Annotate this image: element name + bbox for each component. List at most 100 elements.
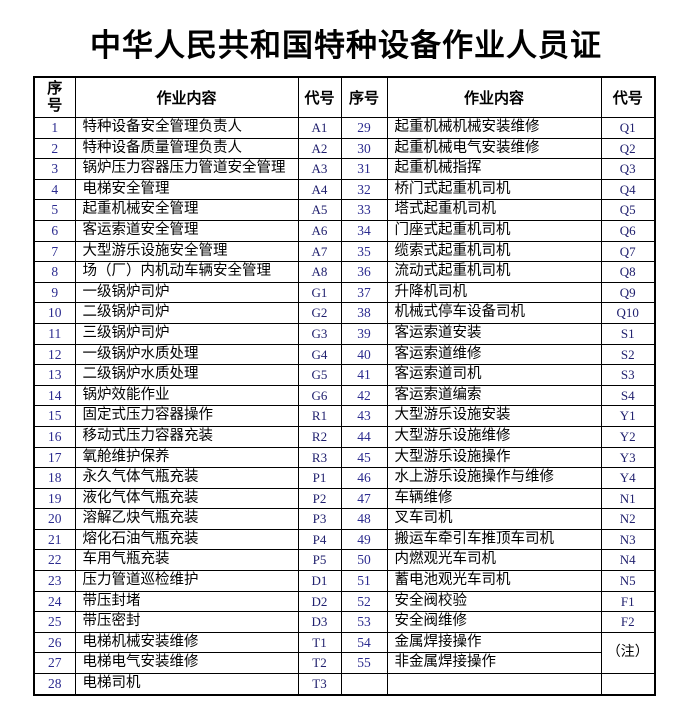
work-content: 非金属焊接操作 bbox=[386, 652, 602, 675]
work-content: 流动式起重机司机 bbox=[386, 261, 602, 283]
work-content: 电梯机械安装维修 bbox=[74, 631, 299, 654]
work-code: T1 bbox=[297, 631, 342, 654]
table-row: 14 锅炉效能作业 G6 42 客运索道编索 S4 bbox=[33, 384, 656, 407]
work-code: N3 bbox=[600, 528, 656, 551]
row-no: 43 bbox=[340, 405, 388, 427]
row-no: 3 bbox=[33, 158, 76, 180]
work-content: 带压封堵 bbox=[74, 590, 299, 613]
table-row: 12 一级锅炉水质处理 G4 40 客运索道维修 S2 bbox=[33, 343, 656, 366]
work-content: 车用气瓶充装 bbox=[74, 549, 299, 572]
row-no: 18 bbox=[33, 467, 76, 489]
row-no: 28 bbox=[33, 673, 76, 696]
row-no: 13 bbox=[33, 364, 76, 386]
work-code: Q2 bbox=[600, 137, 656, 160]
row-no: 54 bbox=[340, 631, 388, 654]
work-code: A5 bbox=[297, 199, 342, 221]
work-code: A1 bbox=[297, 117, 342, 139]
work-code: A3 bbox=[297, 158, 342, 180]
work-code: P4 bbox=[297, 528, 342, 551]
row-no: 2 bbox=[33, 137, 76, 160]
header-content-left: 作业内容 bbox=[74, 76, 299, 118]
work-content: 三级锅炉司炉 bbox=[74, 322, 299, 345]
work-content bbox=[386, 673, 602, 696]
work-content: 锅炉效能作业 bbox=[74, 384, 299, 407]
row-no: 31 bbox=[340, 158, 388, 180]
work-code: Q8 bbox=[600, 261, 656, 283]
work-content: 移动式压力容器充装 bbox=[74, 425, 299, 448]
row-no: 39 bbox=[340, 322, 388, 345]
table-row: 8 场（厂）内机动车辆安全管理 A8 36 流动式起重机司机 Q8 bbox=[33, 261, 656, 283]
row-no: 48 bbox=[340, 508, 388, 530]
table-row: 19 液化气体气瓶充装 P2 47 车辆维修 N1 bbox=[33, 487, 656, 510]
work-content: 安全阀校验 bbox=[386, 590, 602, 613]
row-no: 29 bbox=[340, 117, 388, 139]
work-content: 搬运车牵引车推顶车司机 bbox=[386, 528, 602, 551]
work-content: 缆索式起重机司机 bbox=[386, 240, 602, 263]
work-code: Q5 bbox=[600, 199, 656, 221]
row-no: 30 bbox=[340, 137, 388, 160]
row-no: 21 bbox=[33, 528, 76, 551]
work-content: 永久气体气瓶充装 bbox=[74, 467, 299, 489]
work-code: S1 bbox=[600, 322, 656, 345]
work-code: D3 bbox=[297, 611, 342, 633]
table-row: 18 永久气体气瓶充装 P1 46 水上游乐设施操作与维修 Y4 bbox=[33, 467, 656, 489]
row-no: 25 bbox=[33, 611, 76, 633]
table-row: 26 电梯机械安装维修 T1 54 金属焊接操作 （注） bbox=[33, 631, 656, 675]
table-row: 2 特种设备质量管理负责人 A2 30 起重机械电气安装维修 Q2 bbox=[33, 137, 656, 160]
work-content: 客运索道维修 bbox=[386, 343, 602, 366]
work-content: 压力管道巡检维护 bbox=[74, 570, 299, 592]
header-row: 序号 作业内容 代号 序号 作业内容 代号 bbox=[33, 76, 656, 118]
table-row: 10 二级锅炉司炉 G2 38 机械式停车设备司机 Q10 bbox=[33, 302, 656, 324]
work-code: N4 bbox=[600, 549, 656, 572]
work-content: 客运索道安全管理 bbox=[74, 219, 299, 242]
work-code: A6 bbox=[297, 219, 342, 242]
work-code: P5 bbox=[297, 549, 342, 572]
row-no: 11 bbox=[33, 322, 76, 345]
work-code: Y2 bbox=[600, 425, 656, 448]
row-no: 15 bbox=[33, 405, 76, 427]
work-code: A4 bbox=[297, 178, 342, 201]
row-no: 6 bbox=[33, 219, 76, 242]
work-content: 大型游乐设施安装 bbox=[386, 405, 602, 427]
work-content: 溶解乙炔气瓶充装 bbox=[74, 508, 299, 530]
work-content: 塔式起重机司机 bbox=[386, 199, 602, 221]
work-code: Y1 bbox=[600, 405, 656, 427]
work-content: 二级锅炉水质处理 bbox=[74, 364, 299, 386]
work-content: 带压密封 bbox=[74, 611, 299, 633]
row-no: 8 bbox=[33, 261, 76, 283]
row-no: 52 bbox=[340, 590, 388, 613]
header-no-left-label: 序号 bbox=[47, 80, 63, 114]
work-content: 熔化石油气瓶充装 bbox=[74, 528, 299, 551]
row-no: 33 bbox=[340, 199, 388, 221]
work-content: 门座式起重机司机 bbox=[386, 219, 602, 242]
table-row: 9 一级锅炉司炉 G1 37 升降机司机 Q9 bbox=[33, 281, 656, 304]
work-content: 起重机械电气安装维修 bbox=[386, 137, 602, 160]
row-no: 4 bbox=[33, 178, 76, 201]
work-code: P3 bbox=[297, 508, 342, 530]
row-no: 37 bbox=[340, 281, 388, 304]
work-code: N1 bbox=[600, 487, 656, 510]
work-code: G3 bbox=[297, 322, 342, 345]
table-row: 27 电梯电气安装维修 T2 55 非金属焊接操作 bbox=[33, 652, 655, 675]
work-content: 客运索道司机 bbox=[386, 364, 602, 386]
work-content: 特种设备质量管理负责人 bbox=[74, 137, 299, 160]
header-content-right: 作业内容 bbox=[386, 76, 602, 118]
work-content: 车辆维修 bbox=[386, 487, 602, 510]
table-row: 4 电梯安全管理 A4 32 桥门式起重机司机 Q4 bbox=[33, 178, 656, 201]
work-code: G2 bbox=[297, 302, 342, 324]
table-row: 16 移动式压力容器充装 R2 44 大型游乐设施维修 Y2 bbox=[33, 425, 656, 448]
work-code bbox=[600, 673, 656, 696]
row-no: 44 bbox=[340, 425, 388, 448]
work-content: 叉车司机 bbox=[386, 508, 602, 530]
table-row: 3 锅炉压力容器压力管道安全管理 A3 31 起重机械指挥 Q3 bbox=[33, 158, 656, 180]
row-no: 34 bbox=[340, 219, 388, 242]
table-row: 11 三级锅炉司炉 G3 39 客运索道安装 S1 bbox=[33, 322, 656, 345]
row-no: 35 bbox=[340, 240, 388, 263]
work-code: T3 bbox=[297, 673, 342, 696]
work-content: 氧舱维护保养 bbox=[74, 446, 299, 469]
work-code: Y3 bbox=[600, 446, 656, 469]
work-content: 固定式压力容器操作 bbox=[74, 405, 299, 427]
table-row: 21 熔化石油气瓶充装 P4 49 搬运车牵引车推顶车司机 N3 bbox=[33, 528, 656, 551]
work-code: S2 bbox=[600, 343, 656, 366]
work-code: Q3 bbox=[600, 158, 656, 180]
